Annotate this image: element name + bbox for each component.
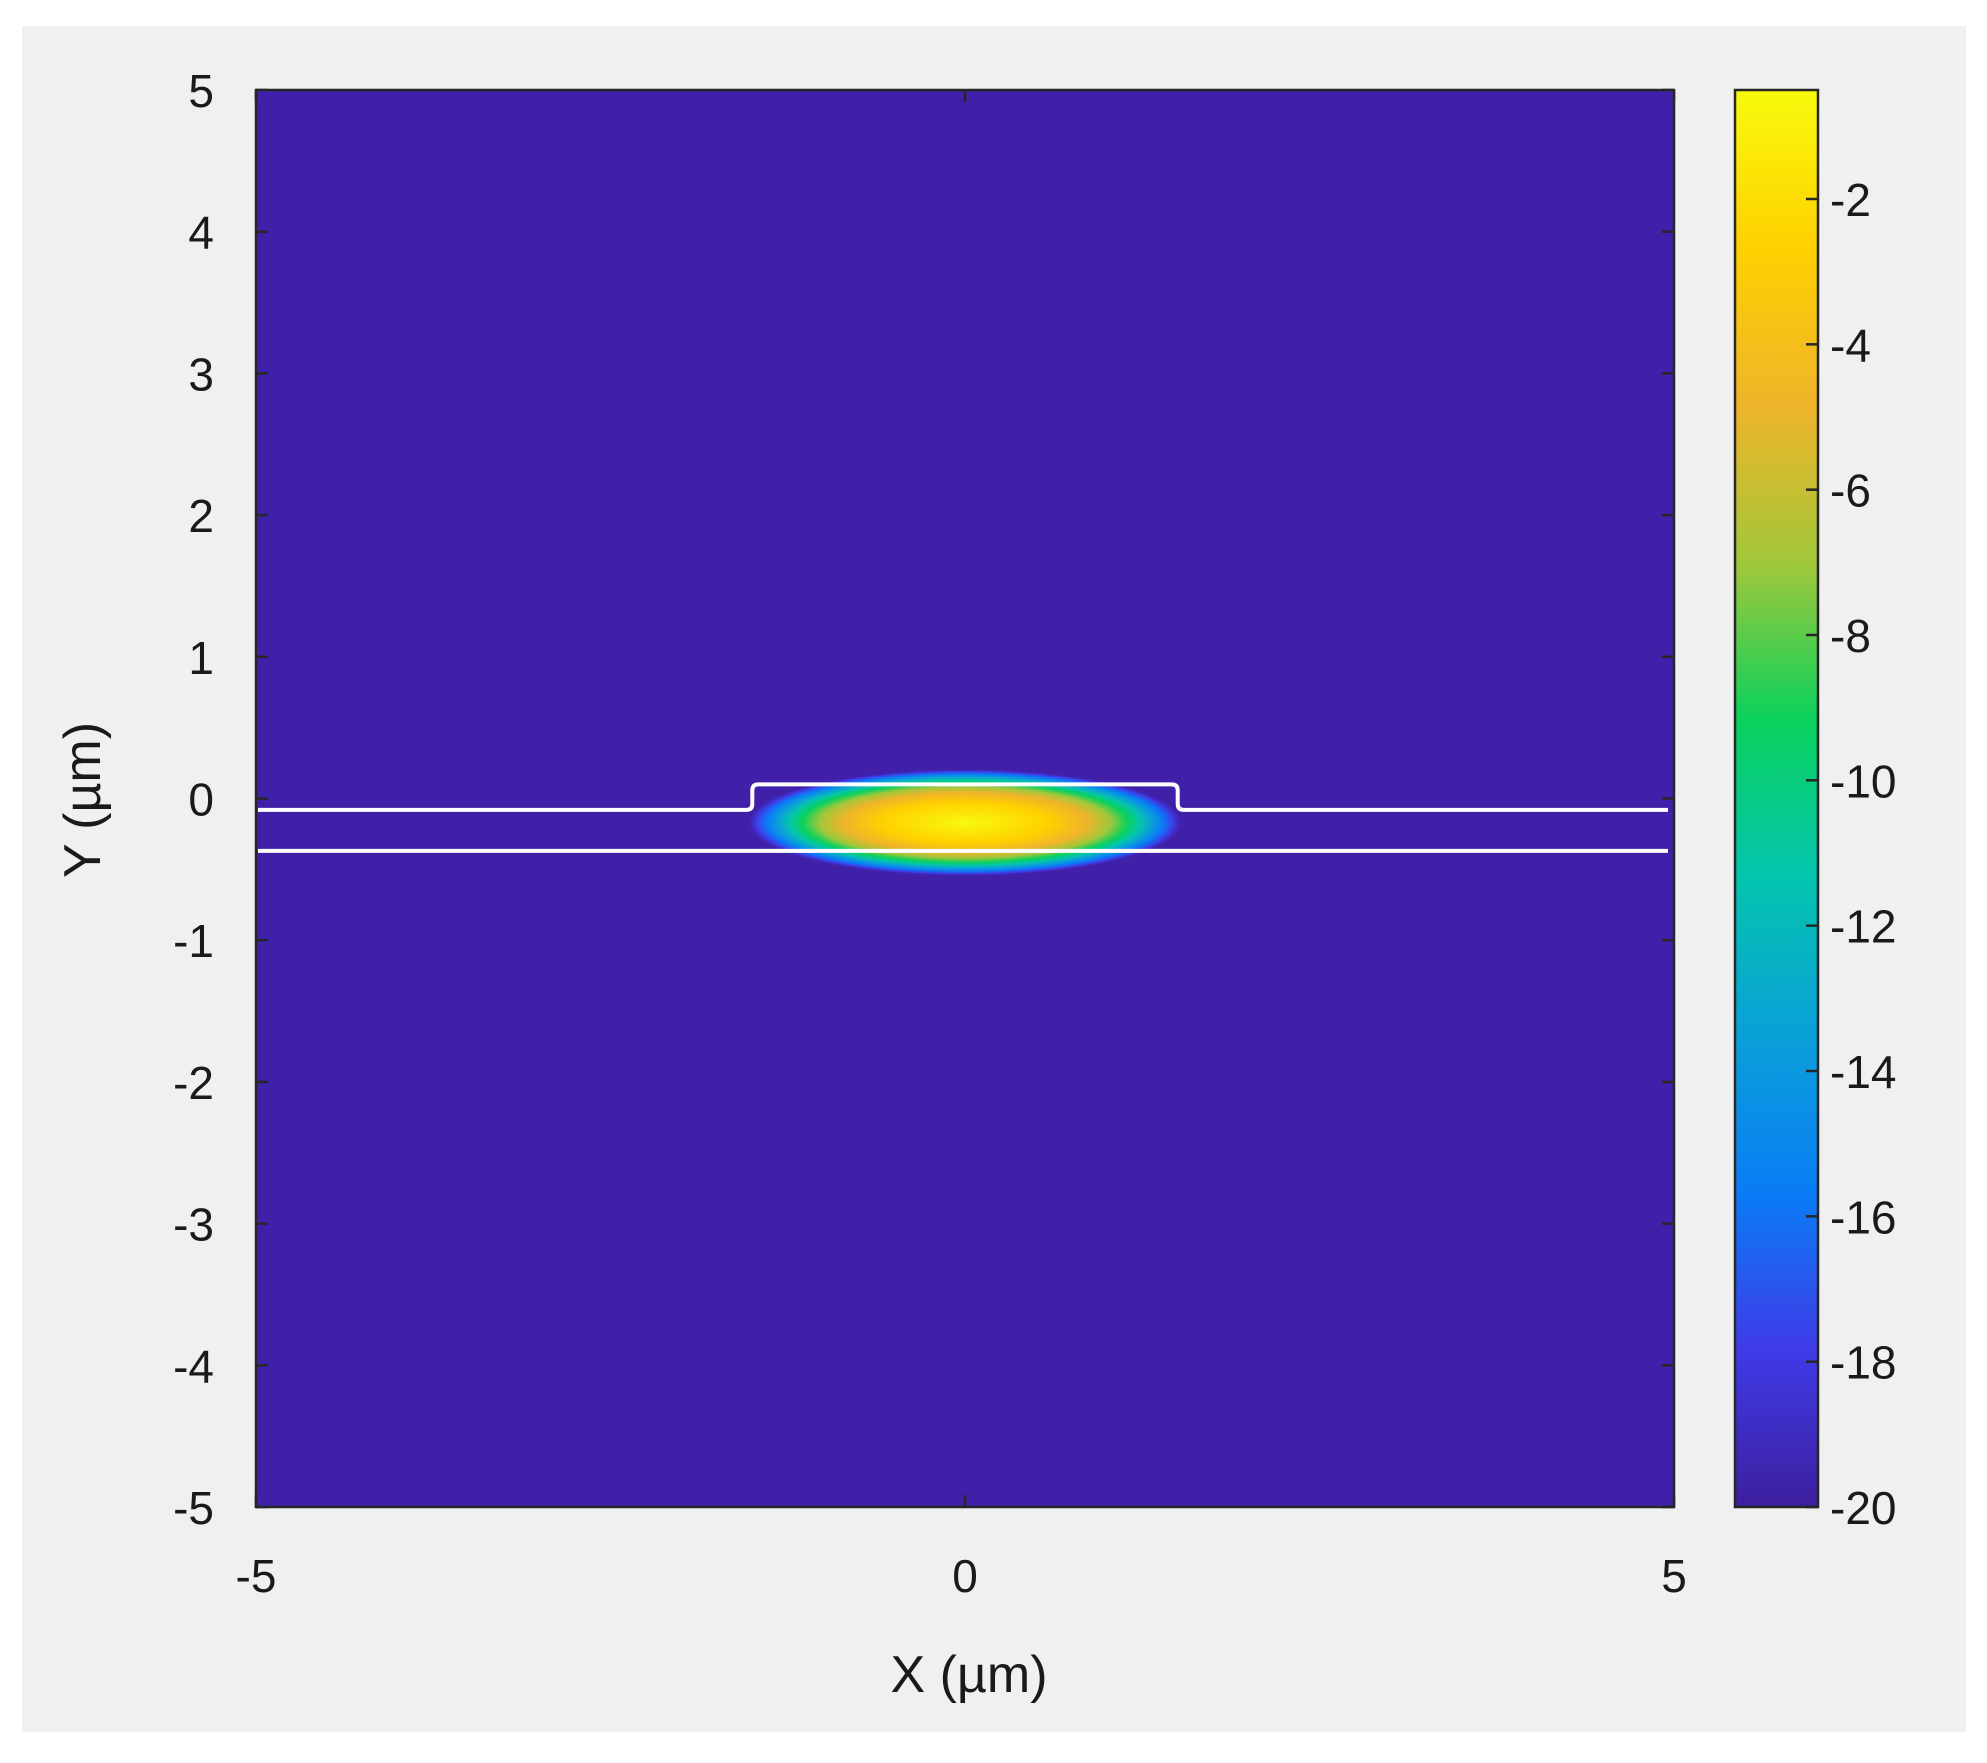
y-tick-label: -1 [173, 915, 214, 967]
colorbar-tick-label: -6 [1830, 465, 1871, 517]
x-tick-label: 5 [1661, 1550, 1687, 1602]
colorbar: -2 -4 -6 -8 -10 -12 -14 -16 -18 -20 [1733, 88, 1896, 1534]
colorbar-tick-label: -12 [1830, 901, 1896, 953]
y-tick-label: -5 [173, 1482, 214, 1534]
colorbar-tick-label: -16 [1830, 1191, 1896, 1243]
y-tick-label: 5 [188, 65, 214, 117]
plot-area: -5 0 5 5 4 3 2 1 0 -1 -2 -3 -4 -5 [173, 65, 1687, 1602]
colorbar-tick-label: -10 [1830, 755, 1896, 807]
y-axis-ticks: 5 4 3 2 1 0 -1 -2 -3 -4 -5 [173, 65, 1674, 1534]
y-tick-label: 4 [188, 207, 214, 259]
y-tick-label: 1 [188, 632, 214, 684]
colorbar-tick-label: -20 [1830, 1482, 1896, 1534]
colorbar-tick-label: -14 [1830, 1046, 1896, 1098]
y-tick-label: -4 [173, 1340, 214, 1392]
colorbar-ticks: -2 -4 -6 -8 -10 -12 -14 -16 -18 -20 [1806, 174, 1896, 1534]
colorbar-gradient [1733, 88, 1820, 1509]
y-axis-label: Y (µm) [54, 722, 112, 878]
y-tick-label: 3 [188, 348, 214, 400]
colorbar-tick-label: -18 [1830, 1337, 1896, 1389]
x-axis-ticks: -5 0 5 [236, 90, 1687, 1602]
y-tick-label: -2 [173, 1057, 214, 1109]
y-tick-label: 2 [188, 490, 214, 542]
waveguide-ridge-outline [258, 782, 1668, 812]
y-tick-label: 0 [188, 774, 214, 826]
colorbar-tick-label: -8 [1830, 610, 1871, 662]
x-tick-label: 0 [952, 1550, 978, 1602]
x-axis-label: X (µm) [890, 1646, 1047, 1704]
y-tick-label: -3 [173, 1199, 214, 1251]
colorbar-tick-label: -4 [1830, 319, 1871, 371]
x-tick-label: -5 [236, 1550, 277, 1602]
colorbar-tick-label: -2 [1830, 174, 1871, 226]
